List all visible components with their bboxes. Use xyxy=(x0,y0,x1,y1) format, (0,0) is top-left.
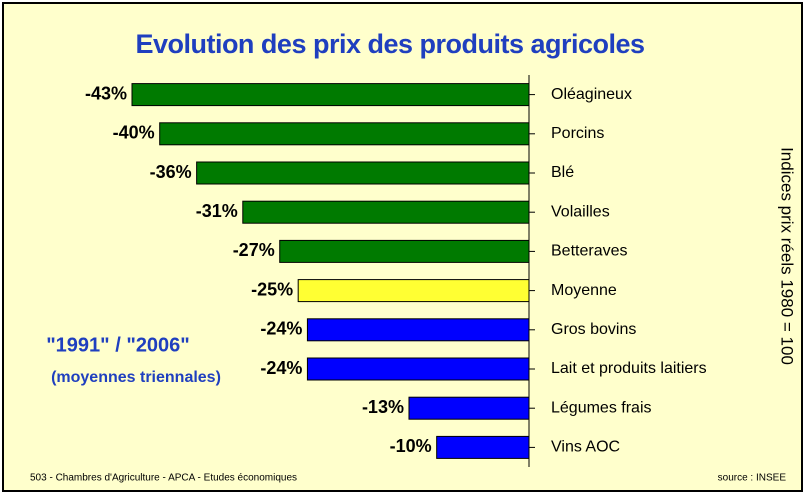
bar xyxy=(436,435,530,459)
value-label: -43% xyxy=(85,83,127,103)
value-label: -24% xyxy=(260,319,302,339)
value-label: -24% xyxy=(260,358,302,378)
bar xyxy=(408,396,530,420)
chart-title: Evolution des prix des produits agricole… xyxy=(135,29,644,59)
category-label: Betteraves xyxy=(551,243,627,260)
value-label: -25% xyxy=(251,279,293,299)
bar xyxy=(131,83,530,107)
category-label: Porcins xyxy=(551,125,604,142)
annotation: (moyennes triennales) xyxy=(51,369,221,386)
bar xyxy=(279,239,530,263)
value-label: -13% xyxy=(362,397,404,417)
value-label: -36% xyxy=(150,162,192,182)
annotation: "1991" / "2006" xyxy=(46,334,190,356)
category-label: Gros bovins xyxy=(551,321,636,338)
category-label: Blé xyxy=(551,164,574,181)
bar xyxy=(159,122,530,146)
category-label: Lait et produits laitiers xyxy=(551,360,707,377)
bar xyxy=(297,279,530,303)
bar xyxy=(306,357,530,381)
category-label: Légumes frais xyxy=(551,399,652,416)
axis-label: Indices prix réels 1980 = 100 xyxy=(778,147,797,365)
value-label: -27% xyxy=(233,240,275,260)
category-label: Volailles xyxy=(551,203,610,220)
value-label: -10% xyxy=(390,436,432,456)
category-label: Oléagineux xyxy=(551,86,632,103)
value-label: -31% xyxy=(196,201,238,221)
value-label: -40% xyxy=(113,123,155,143)
footer: source : INSEE xyxy=(718,473,787,484)
bar xyxy=(196,161,530,185)
category-label: Moyenne xyxy=(551,282,617,299)
footer: 503 - Chambres d'Agriculture - APCA - Et… xyxy=(30,473,297,484)
category-label: Vins AOC xyxy=(551,439,620,456)
bar xyxy=(306,318,530,342)
bar xyxy=(242,200,530,224)
